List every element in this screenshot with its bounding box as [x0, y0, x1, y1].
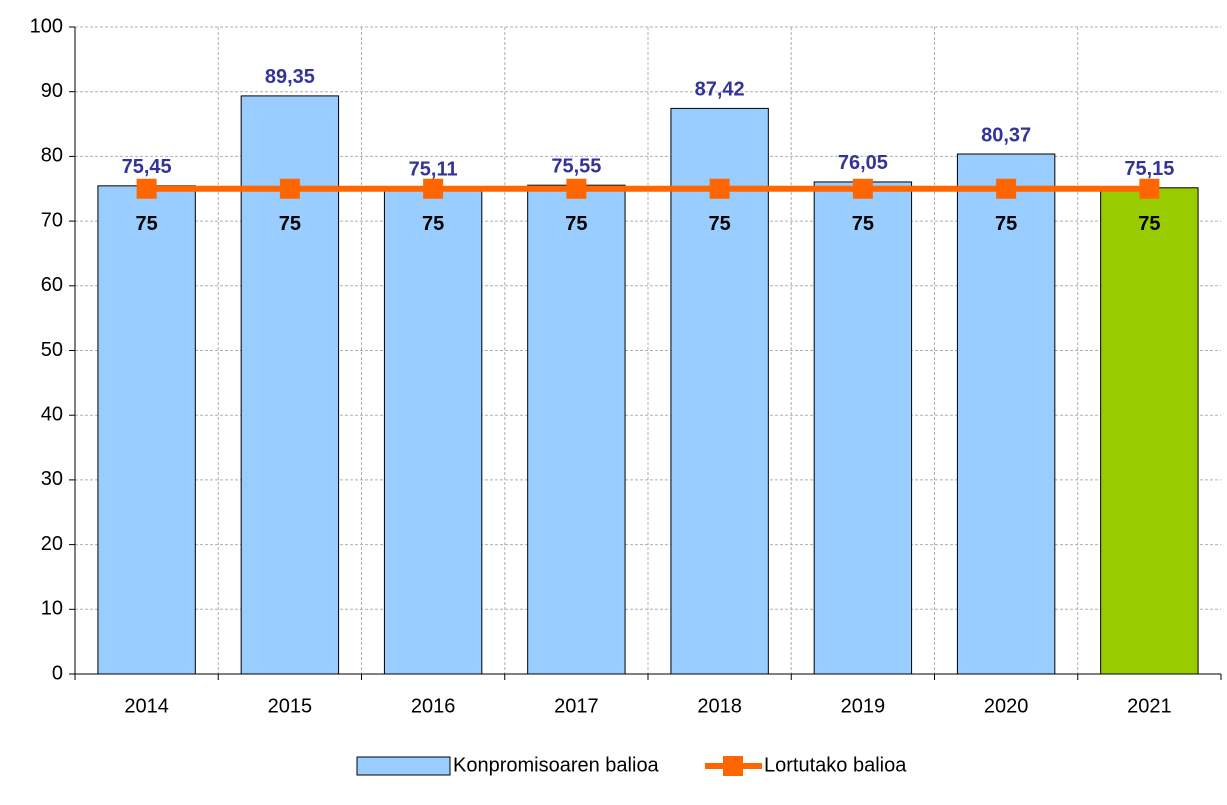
- data-label: 75,45: [122, 156, 172, 178]
- data-label: 75: [709, 213, 731, 235]
- data-label: 75: [1138, 213, 1160, 235]
- data-label: 75: [422, 213, 444, 235]
- x-tick-label: 2021: [1127, 695, 1172, 717]
- legend-swatch: [356, 756, 451, 776]
- bar: [1100, 187, 1199, 675]
- data-label: 75: [565, 213, 587, 235]
- x-tick-label: 2017: [554, 695, 599, 717]
- data-label: 75,55: [551, 155, 601, 177]
- bar: [670, 107, 769, 675]
- line-marker: [852, 178, 873, 199]
- legend-label: Lortutako balioa: [764, 754, 907, 776]
- x-tick-label: 2014: [124, 695, 169, 717]
- line-marker: [709, 178, 730, 199]
- legend-label: Konpromisoaren balioa: [453, 754, 660, 776]
- data-label: 75: [852, 213, 874, 235]
- data-label: 75,11: [409, 158, 458, 180]
- line-marker: [136, 178, 157, 199]
- line-marker: [279, 178, 300, 199]
- data-label: 75: [136, 213, 158, 235]
- bar: [813, 181, 913, 675]
- y-tick-label: 40: [41, 403, 63, 425]
- line-marker: [1139, 178, 1160, 199]
- x-tick-label: 2018: [697, 695, 742, 717]
- line-marker: [996, 178, 1017, 199]
- data-label: 89,35: [265, 66, 315, 88]
- legend-swatch: [723, 756, 743, 776]
- data-label: 76,05: [838, 152, 888, 174]
- bar: [527, 184, 626, 675]
- x-tick-label: 2020: [984, 695, 1029, 717]
- line-marker: [423, 178, 444, 199]
- data-label: 80,37: [981, 124, 1031, 146]
- data-label: 75: [279, 213, 301, 235]
- bar: [956, 153, 1056, 675]
- y-tick-label: 100: [30, 15, 63, 37]
- y-tick-label: 10: [41, 598, 63, 620]
- data-label: 75,15: [1124, 158, 1174, 180]
- y-tick-label: 60: [41, 274, 63, 296]
- data-label: 75: [995, 213, 1017, 235]
- y-tick-label: 50: [41, 339, 63, 361]
- x-tick-label: 2019: [841, 695, 886, 717]
- y-tick-label: 0: [52, 662, 63, 684]
- x-tick-label: 2015: [268, 695, 313, 717]
- bar: [97, 185, 196, 675]
- y-tick-label: 20: [41, 533, 63, 555]
- data-label: 87,42: [695, 79, 745, 101]
- line-marker: [566, 178, 587, 199]
- y-tick-label: 80: [41, 145, 63, 167]
- bar: [383, 187, 483, 675]
- x-tick-label: 2016: [411, 695, 456, 717]
- y-tick-label: 30: [41, 468, 63, 490]
- y-tick-label: 90: [41, 80, 63, 102]
- y-tick-label: 70: [41, 209, 63, 231]
